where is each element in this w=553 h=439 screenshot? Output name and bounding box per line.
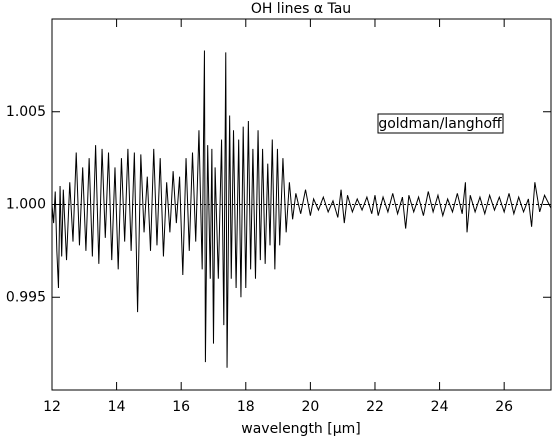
x-tick-label: 18 <box>237 399 255 415</box>
x-axis-label: wavelength [μm] <box>241 421 360 437</box>
series-line <box>51 50 552 368</box>
x-tick-label: 14 <box>108 399 126 415</box>
legend-box <box>377 113 504 134</box>
x-tick-label: 22 <box>366 399 384 415</box>
x-tick-label: 12 <box>43 399 61 415</box>
x-tick-label: 26 <box>495 399 513 415</box>
y-tick-label: 1.000 <box>6 197 46 213</box>
x-tick-label: 16 <box>172 399 190 415</box>
x-tick-label: 20 <box>301 399 319 415</box>
x-tick-label: 24 <box>431 399 449 415</box>
legend-label: goldman/langhoff <box>378 116 502 132</box>
y-tick-label: 0.995 <box>6 289 46 305</box>
chart-title: OH lines α Tau <box>251 1 351 17</box>
y-tick-label: 1.005 <box>6 104 46 120</box>
